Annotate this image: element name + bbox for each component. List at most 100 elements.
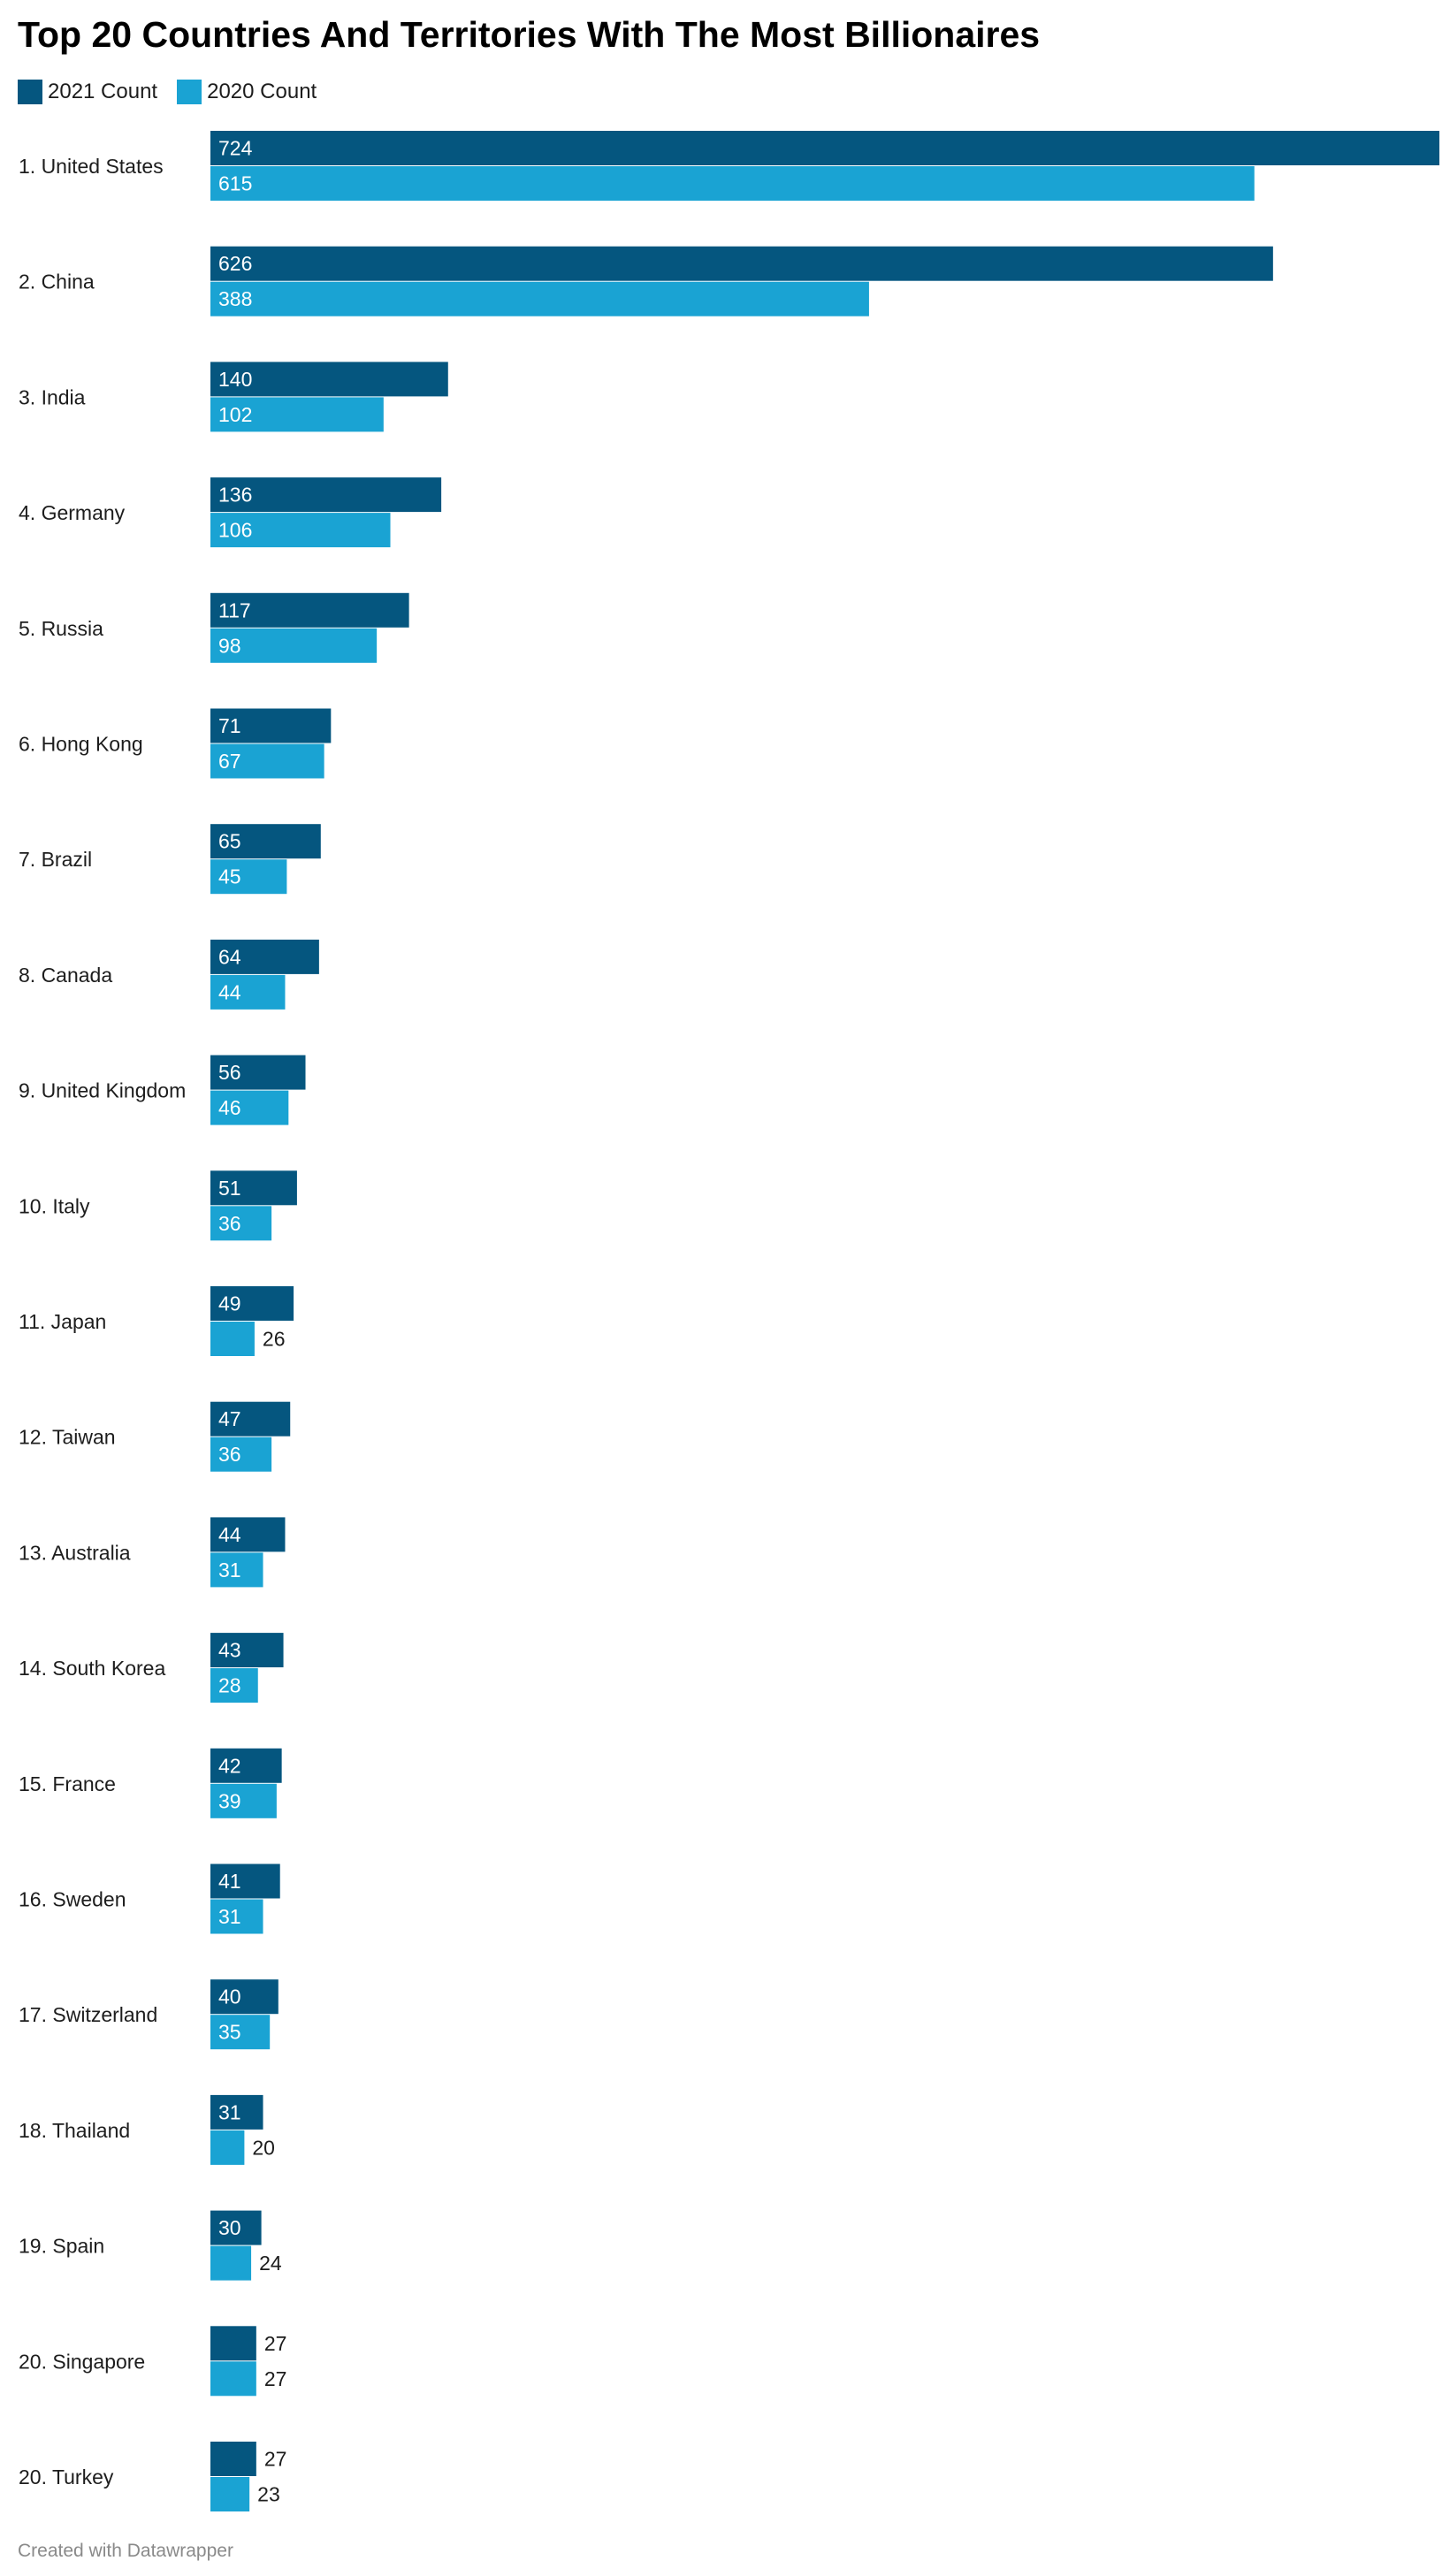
category-label: 6. Hong Kong — [19, 733, 143, 756]
value-label-2020: 67 — [218, 750, 241, 773]
bar-2021 — [210, 1401, 291, 1437]
bar-group-sweden: 16. Sweden 41 31 — [19, 1863, 280, 1934]
bar-group-germany: 4. Germany 136 106 — [19, 477, 442, 548]
category-label: 4. Germany — [19, 501, 126, 524]
value-label-2021: 30 — [218, 2216, 241, 2239]
bar-2021 — [210, 2094, 263, 2130]
bar-2020 — [210, 2477, 250, 2511]
bar-2021 — [210, 1863, 280, 1899]
value-label-2020: 28 — [218, 1674, 241, 1697]
bar-2021 — [210, 2210, 262, 2245]
bar-2020 — [210, 628, 378, 663]
category-label: 14. South Korea — [19, 1657, 165, 1680]
value-label-2020: 31 — [218, 1559, 241, 1581]
category-label: 5. Russia — [19, 617, 103, 640]
value-label-2021: 117 — [218, 598, 251, 621]
bar-group-thailand: 18. Thailand 31 20 — [19, 2094, 275, 2165]
bar-2021 — [210, 1979, 279, 2015]
bar-2021 — [210, 939, 319, 974]
bar-2021 — [210, 1286, 294, 1321]
bar-2020 — [210, 397, 384, 432]
category-label: 13. Australia — [19, 1541, 131, 1564]
bar-group-south-korea: 14. South Korea 43 28 — [19, 1633, 284, 1703]
value-label-2021: 42 — [218, 1754, 241, 1777]
legend-label-2020: 2020 Count — [207, 80, 317, 103]
value-label-2020: 20 — [252, 2136, 275, 2159]
value-label-2021: 40 — [218, 1985, 241, 2008]
value-label-2021: 56 — [218, 1061, 241, 1084]
chart-legend: 2021 Count 2020 Count — [18, 80, 336, 104]
bar-2020 — [210, 281, 869, 316]
category-label: 15. France — [19, 1772, 116, 1795]
value-label-2020: 31 — [218, 1905, 241, 1928]
bar-2021 — [210, 246, 1273, 281]
category-label: 17. Switzerland — [19, 2003, 157, 2026]
bar-2021 — [210, 1748, 282, 1783]
category-label: 9. United Kingdom — [19, 1079, 186, 1102]
legend-item-2021: 2021 Count — [18, 80, 157, 104]
category-label: 18. Thailand — [19, 2119, 130, 2142]
value-label-2020: 35 — [218, 2021, 241, 2044]
bar-group-spain: 19. Spain 30 24 — [19, 2210, 282, 2281]
bar-2020 — [210, 1899, 263, 1934]
category-label: 8. Canada — [19, 964, 112, 987]
bar-group-switzerland: 17. Switzerland 40 35 — [19, 1979, 279, 2050]
value-label-2020: 106 — [218, 519, 252, 542]
bar-2021 — [210, 131, 1439, 165]
bar-2020 — [210, 513, 391, 548]
footer-credit: Created with Datawrapper — [18, 2541, 233, 2561]
category-label: 20. Singapore — [19, 2350, 145, 2373]
bar-2020 — [210, 2361, 256, 2397]
bar-group-russia: 5. Russia 117 98 — [19, 592, 409, 663]
value-label-2020: 36 — [218, 1443, 241, 1466]
value-label-2020: 36 — [218, 1212, 241, 1235]
value-label-2020: 24 — [259, 2252, 282, 2275]
bar-group-singapore: 20. Singapore 27 27 — [19, 2326, 287, 2397]
value-label-2021: 27 — [264, 2448, 287, 2471]
category-label: 12. Taiwan — [19, 1426, 116, 1449]
legend-swatch-2021 — [18, 80, 42, 104]
bar-2020 — [210, 2130, 245, 2165]
value-label-2021: 27 — [264, 2332, 287, 2355]
value-label-2021: 64 — [218, 945, 241, 968]
category-label: 16. Sweden — [19, 1888, 126, 1911]
value-label-2020: 39 — [218, 1789, 241, 1812]
value-label-2020: 388 — [218, 287, 252, 310]
bar-group-united-kingdom: 9. United Kingdom 56 46 — [19, 1055, 306, 1125]
category-label: 2. China — [19, 271, 95, 293]
value-label-2021: 136 — [218, 484, 252, 507]
bar-2021 — [210, 477, 442, 513]
value-label-2020: 44 — [218, 980, 241, 1003]
chart-title: Top 20 Countries And Territories With Th… — [18, 14, 1041, 55]
bar-2021 — [210, 824, 321, 859]
legend-swatch-2020 — [177, 80, 202, 104]
value-label-2020: 26 — [263, 1328, 286, 1351]
value-label-2021: 626 — [218, 252, 252, 275]
bar-2021 — [210, 592, 409, 628]
bar-2021 — [210, 362, 448, 397]
bar-group-canada: 8. Canada 64 44 — [19, 939, 319, 1010]
value-label-2021: 724 — [218, 137, 253, 160]
value-label-2020: 102 — [218, 403, 252, 426]
bar-2021 — [210, 1633, 284, 1668]
bar-2020 — [210, 2245, 252, 2281]
value-label-2020: 45 — [218, 865, 241, 888]
bar-group-turkey: 20. Turkey 27 23 — [19, 2442, 286, 2511]
category-label: 10. Italy — [19, 1194, 90, 1217]
value-label-2021: 43 — [218, 1639, 241, 1662]
bar-2020 — [210, 743, 324, 779]
bar-2020 — [210, 1552, 263, 1588]
bar-group-china: 2. China 626 388 — [19, 246, 1273, 316]
bar-2020 — [210, 974, 286, 1010]
bar-group-brazil: 7. Brazil 65 45 — [19, 824, 321, 895]
bar-group-australia: 13. Australia 44 31 — [19, 1517, 286, 1588]
category-label: 11. Japan — [19, 1310, 106, 1333]
value-label-2020: 615 — [218, 172, 252, 195]
value-label-2020: 46 — [218, 1096, 241, 1119]
bar-group-italy: 10. Italy 51 36 — [19, 1170, 297, 1241]
bar-2020 — [210, 1322, 255, 1356]
value-label-2021: 44 — [218, 1523, 241, 1546]
legend-label-2021: 2021 Count — [48, 80, 158, 103]
bar-2021 — [210, 1055, 306, 1090]
